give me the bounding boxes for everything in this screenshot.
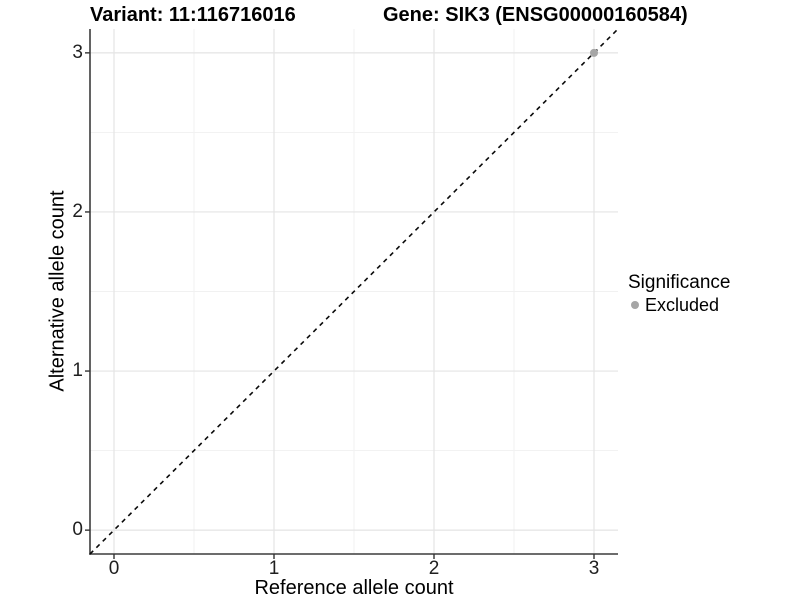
- x-tick-label: 0: [108, 558, 120, 579]
- legend-entry: Excluded: [628, 295, 730, 315]
- y-tick-label: 1: [72, 360, 83, 382]
- x-tick-label: 3: [588, 558, 600, 579]
- legend-point-icon: [631, 301, 639, 309]
- y-axis-title: Alternative allele count: [46, 190, 69, 392]
- y-tick-label: 3: [72, 41, 83, 63]
- x-tick-label: 1: [268, 558, 280, 579]
- identity-dashed-line: [89, 28, 619, 555]
- plot-title-gene: Gene: SIK3 (ENSG00000160584): [383, 4, 688, 26]
- legend-entries: Excluded: [628, 295, 730, 315]
- x-axis-title: Reference allele count: [254, 577, 454, 599]
- legend-title: Significance: [628, 272, 731, 293]
- plot-title-variant: Variant: 11:116716016: [90, 4, 296, 26]
- legend-entry-label: Excluded: [645, 295, 720, 315]
- legend: Significance Excluded: [628, 272, 730, 315]
- data-point: [590, 48, 598, 57]
- y-tick-label: 2: [72, 200, 83, 222]
- y-tick-label: 0: [72, 519, 83, 541]
- x-tick-label: 2: [428, 558, 440, 579]
